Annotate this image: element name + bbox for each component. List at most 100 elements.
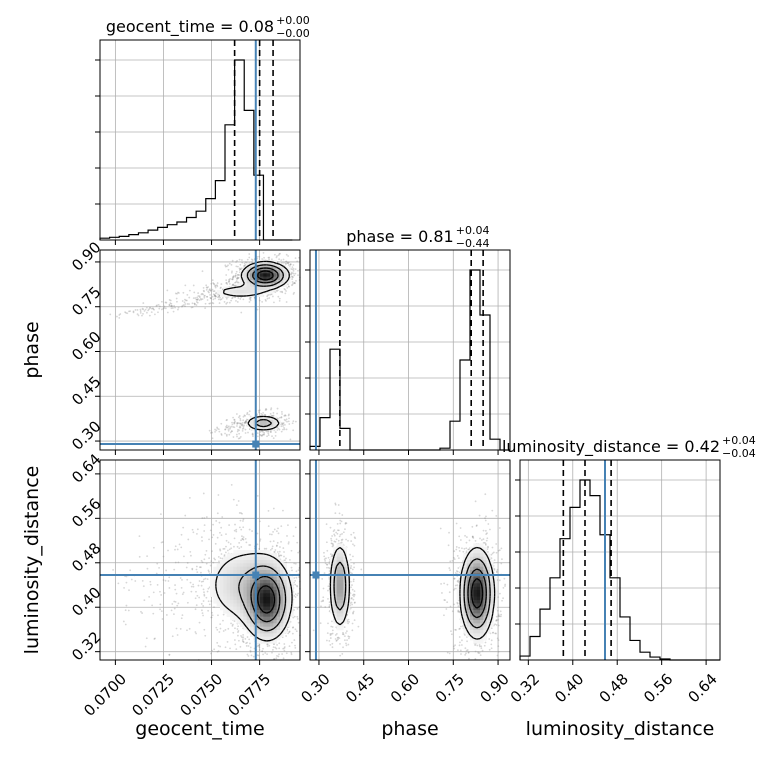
sample-point xyxy=(293,615,296,618)
sample-point xyxy=(267,256,270,259)
sample-point xyxy=(292,626,295,629)
sample-point xyxy=(256,435,259,438)
sample-point xyxy=(197,292,200,294)
density-cell xyxy=(266,606,271,611)
density-cell xyxy=(270,563,274,567)
density-cell xyxy=(290,576,294,581)
density-cell xyxy=(283,580,287,584)
sample-point xyxy=(239,426,242,429)
sample-point xyxy=(168,304,171,306)
contour-segment xyxy=(238,581,241,584)
sample-point xyxy=(224,428,227,431)
sample-point xyxy=(236,545,239,548)
sample-point xyxy=(266,295,269,298)
density-cell xyxy=(280,623,284,627)
contour-segment xyxy=(251,603,254,607)
density-cell xyxy=(260,560,264,564)
sample-point xyxy=(261,434,263,437)
y-tick-label: 0.45 xyxy=(68,373,104,409)
sample-point xyxy=(239,298,242,300)
sample-point xyxy=(138,535,141,538)
density-cell xyxy=(223,580,227,584)
sample-point xyxy=(232,498,235,501)
sample-point xyxy=(285,301,288,303)
sample-point xyxy=(287,283,289,286)
sample-point xyxy=(272,646,275,649)
histogram-steps xyxy=(519,479,720,661)
sample-point xyxy=(288,423,291,425)
sample-point xyxy=(283,415,286,417)
density-cell xyxy=(260,633,264,637)
sample-point xyxy=(269,431,272,433)
density-cell xyxy=(236,596,241,601)
sample-point xyxy=(242,298,245,301)
density-cell xyxy=(240,583,244,587)
density-cell xyxy=(240,556,244,561)
contour-segment xyxy=(237,555,241,558)
sample-point xyxy=(219,296,221,299)
contour-segment xyxy=(225,562,228,564)
sample-point xyxy=(277,553,280,555)
sample-point xyxy=(174,292,177,295)
density-cell xyxy=(280,593,284,597)
density-cell xyxy=(226,596,231,601)
contour-segment xyxy=(279,562,282,564)
sample-point xyxy=(278,428,281,431)
sample-point xyxy=(227,268,230,271)
sample-point xyxy=(267,430,269,433)
sample-point xyxy=(203,628,206,631)
sample-point xyxy=(278,297,281,300)
sample-point xyxy=(201,517,204,519)
density-cell xyxy=(223,576,227,581)
density-cell xyxy=(243,560,247,564)
sample-point xyxy=(286,286,289,289)
sample-point xyxy=(264,414,267,416)
sample-point xyxy=(280,430,283,433)
sample-point xyxy=(206,295,209,298)
sample-point xyxy=(241,423,243,426)
sample-point xyxy=(234,276,237,278)
density-cell xyxy=(266,580,271,584)
sample-point xyxy=(291,632,294,635)
sample-point xyxy=(244,638,247,640)
contour-segment xyxy=(274,266,277,268)
sample-point xyxy=(242,520,244,522)
sample-point xyxy=(262,653,264,656)
contour-segment xyxy=(279,268,282,271)
density-cell xyxy=(273,630,277,634)
sample-point xyxy=(126,312,129,315)
density-cell xyxy=(220,593,224,597)
contour-segment xyxy=(286,268,288,271)
sample-point xyxy=(248,528,251,531)
sample-point xyxy=(188,296,191,299)
sample-point xyxy=(270,408,272,411)
density-cell xyxy=(233,576,237,581)
density-cell xyxy=(233,550,237,554)
sample-point xyxy=(352,578,355,581)
histogram-panel-phase-background xyxy=(310,250,510,450)
sample-point xyxy=(222,630,225,632)
density-cell xyxy=(233,560,237,564)
sample-point xyxy=(289,263,292,266)
density-cell xyxy=(260,556,264,561)
contour-segment xyxy=(271,273,274,277)
sample-point xyxy=(257,644,259,647)
sample-point xyxy=(283,427,285,429)
sample-point xyxy=(184,284,187,287)
density-cell xyxy=(220,580,224,584)
density-cell xyxy=(250,613,254,617)
sample-point xyxy=(239,519,242,522)
sample-point xyxy=(251,261,253,264)
density-cell xyxy=(260,286,264,291)
density-cell xyxy=(213,600,217,604)
sample-point xyxy=(244,263,247,266)
density-cell xyxy=(276,616,281,621)
sample-point xyxy=(246,636,249,638)
sample-point xyxy=(260,412,263,415)
sample-point xyxy=(294,272,297,275)
sample-point xyxy=(205,284,208,287)
sample-point xyxy=(293,282,296,284)
sample-point xyxy=(214,542,217,545)
density-cell xyxy=(250,623,254,627)
sample-point xyxy=(233,545,235,548)
